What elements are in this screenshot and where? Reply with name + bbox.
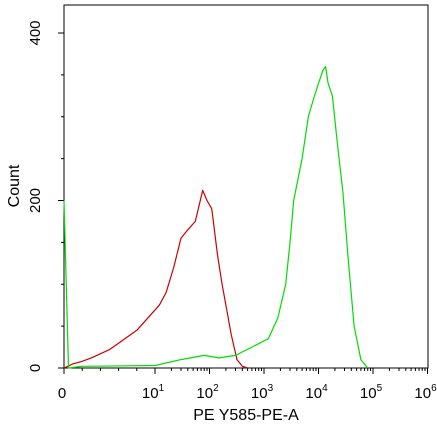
x-tick-label: 105: [360, 383, 383, 402]
x-tick-label: 103: [251, 383, 274, 402]
histogram-series-0: [63, 189, 248, 369]
plot-frame: [63, 4, 429, 369]
x-tick-label: 0: [58, 385, 66, 402]
tick-labels: 0 200 400 0 101 102 103 104 105 106: [27, 20, 437, 402]
axis-ticks: [58, 32, 428, 374]
series-group: [63, 65, 369, 369]
y-tick-label: 200: [27, 188, 44, 213]
x-tick-label: 101: [142, 383, 165, 402]
x-tick-label: 104: [305, 383, 328, 402]
x-tick-label: 106: [414, 383, 437, 402]
y-tick-label: 400: [27, 20, 44, 45]
x-axis-title: PE Y585-PE-A: [193, 407, 299, 424]
x-tick-label: 102: [196, 383, 219, 402]
y-axis-title: Count: [6, 164, 23, 207]
histogram-series-1: [63, 65, 369, 369]
y-tick-label: 0: [27, 364, 44, 372]
